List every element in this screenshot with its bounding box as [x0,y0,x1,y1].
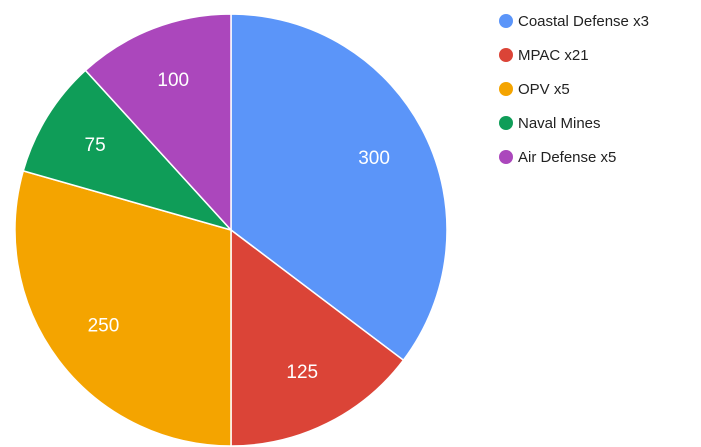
legend-label: MPAC x21 [518,47,589,64]
legend-swatch [499,48,513,62]
legend-swatch [499,14,513,28]
slice-label: 125 [286,362,318,383]
pie-slice [230,228,405,447]
slice-label: 300 [358,148,390,169]
legend-label: Coastal Defense x3 [518,13,649,30]
legend-label: Naval Mines [518,115,601,132]
pie-slice [14,169,232,447]
pie-slice [22,69,234,232]
legend-label: Air Defense x5 [518,149,616,166]
legend-label: OPV x5 [518,81,570,98]
slice-label: 250 [88,315,120,336]
slice-label: 100 [157,70,189,91]
legend-swatch [499,116,513,130]
pie-slice [84,13,232,232]
pie-slice [230,13,448,362]
legend-swatch [499,82,513,96]
slice-label: 75 [85,135,106,156]
legend-swatch [499,150,513,164]
